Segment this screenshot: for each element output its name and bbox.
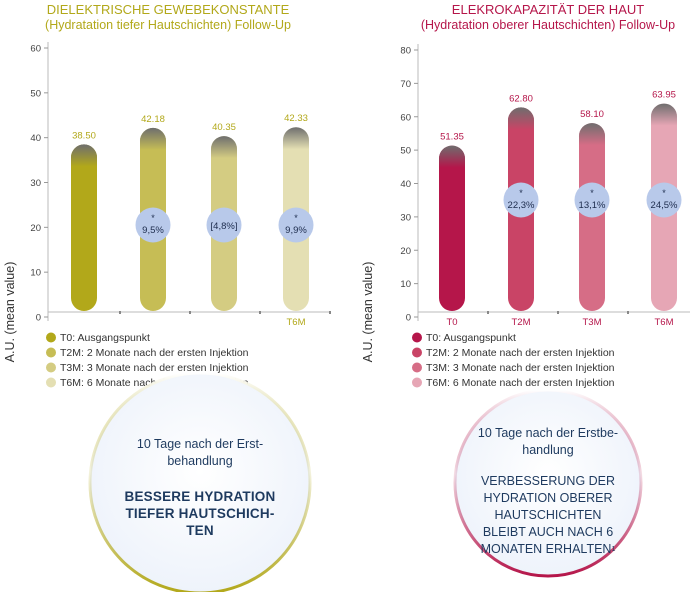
right-y-tick-label: 50: [400, 146, 411, 157]
right-circle-headline: VERBESSERUNG DER HYDRATION OBERER HAUTSCHI…: [480, 474, 616, 556]
right-y-tick-label: 0: [406, 313, 411, 324]
right-badge-text-1: 22,3%: [508, 200, 535, 211]
left-y-tick-label: 10: [30, 268, 41, 279]
right-legend-item-2: T3M: 3 Monate nach der ersten Injektion: [426, 362, 615, 374]
left-summary-circle: [88, 371, 312, 592]
right-legend-marker-1: [412, 347, 422, 358]
right-y-tick-label: 60: [400, 112, 411, 123]
right-bar-cap-0: [439, 145, 465, 168]
right-legend-marker-0: [412, 332, 422, 343]
left-chart-subtitle: (Hydratation tiefer Hautschichten) Follo…: [45, 18, 291, 32]
right-bar-cap-2: [579, 123, 605, 146]
right-bar-0: [439, 145, 465, 311]
right-badge-star-2: *: [590, 188, 594, 198]
left-chart-title: DIELEKTRISCHE GEWEBEKONSTANTE: [47, 2, 290, 17]
left-y-tick-label: 60: [30, 44, 41, 55]
left-category-label-3: T6M: [287, 317, 306, 328]
left-bar-cap-2: [211, 136, 237, 159]
left-badge-3: [278, 207, 314, 243]
right-legend-item-0: T0: Ausgangspunkt: [426, 332, 516, 344]
left-legend-marker-2: [46, 362, 56, 373]
right-legend-item-3: T6M: 6 Monate nach der ersten Injektion: [426, 377, 615, 389]
right-circle-subtext: 10 Tage nach der Erstbe-handlung: [477, 426, 619, 457]
right-legend-marker-3: [412, 377, 422, 388]
left-badge-1: [135, 207, 171, 243]
right-summary-circle: [453, 388, 643, 578]
left-circle-subtext: 10 Tage nach der Erst-behandlung: [136, 437, 264, 468]
summary-circles: [88, 371, 643, 592]
right-y-tick-label: 40: [400, 179, 411, 190]
left-legend-item-1: T2M: 2 Monate nach der ersten Injektion: [60, 347, 249, 359]
right-badge-text-2: 13,1%: [579, 200, 606, 211]
right-badge-3: [646, 182, 682, 218]
right-value-label-2: 58.10: [580, 109, 604, 120]
right-category-label-3: T6M: [655, 317, 674, 328]
left-y-tick-label: 50: [30, 88, 41, 99]
left-badge-2: [206, 207, 242, 243]
left-badge-text-1: 9,5%: [142, 225, 164, 236]
right-y-tick-label: 30: [400, 212, 411, 223]
right-y-tick-label: 20: [400, 246, 411, 257]
left-y-tick-label: 0: [36, 313, 41, 324]
left-badge-text-3: 9,9%: [285, 225, 307, 236]
left-value-label-3: 42.33: [284, 113, 308, 124]
left-legend-item-0: T0: Ausgangspunkt: [60, 332, 150, 344]
left-chart: DIELEKTRISCHE GEWEBEKONSTANTE(Hydratatio…: [3, 2, 331, 389]
right-category-label-0: T0: [446, 317, 457, 328]
right-y-tick-label: 70: [400, 79, 411, 90]
right-badge-2: [574, 182, 610, 218]
right-chart: ELEKROKAPAZITÄT DER HAUT(Hydratation obe…: [361, 2, 690, 389]
left-bar-cap-3: [283, 127, 309, 150]
left-value-label-1: 42.18: [141, 114, 165, 125]
right-category-label-2: T3M: [583, 317, 602, 328]
right-chart-title: ELEKROKAPAZITÄT DER HAUT: [452, 2, 644, 17]
left-legend-marker-3: [46, 377, 56, 388]
right-circle-content: 10 Tage nach der Erstbe-handlung VERBESS…: [453, 425, 643, 558]
right-category-label-1: T2M: [512, 317, 531, 328]
right-chart-subtitle: (Hydratation oberer Hautschichten) Follo…: [421, 18, 675, 32]
right-badge-star-3: *: [662, 188, 666, 198]
right-badge-text-3: 24,5%: [651, 200, 678, 211]
left-badge-star-1: *: [151, 213, 155, 223]
left-value-label-0: 38.50: [72, 130, 96, 141]
right-y-tick-label: 10: [400, 279, 411, 290]
left-badge-text-2: [4,8%]: [211, 221, 238, 232]
left-bar-cap-0: [71, 144, 97, 167]
right-value-label-0: 51.35: [440, 132, 464, 143]
right-legend-marker-2: [412, 362, 422, 373]
left-value-label-2: 40.35: [212, 122, 236, 133]
left-legend-item-2: T3M: 3 Monate nach der ersten Injektion: [60, 362, 249, 374]
left-legend-marker-1: [46, 347, 56, 358]
left-circle-headline: BESSERE HYDRATION TIEFER HAUTSCHICH- TEN: [124, 489, 276, 538]
left-bar-0: [71, 144, 97, 311]
left-badge-star-3: *: [294, 213, 298, 223]
left-circle-content: 10 Tage nach der Erst-behandlung BESSERE…: [95, 436, 305, 539]
right-value-label-1: 62.80: [509, 93, 533, 104]
right-value-label-3: 63.95: [652, 90, 676, 101]
right-bar-cap-1: [508, 107, 534, 130]
right-badge-1: [503, 182, 539, 218]
left-y-tick-label: 40: [30, 133, 41, 144]
right-y-axis-label: A.U. (mean value): [361, 262, 375, 363]
right-y-tick-label: 80: [400, 46, 411, 57]
left-y-axis-label: A.U. (mean value): [3, 262, 17, 363]
left-y-tick-label: 20: [30, 223, 41, 234]
left-legend-marker-0: [46, 332, 56, 343]
left-y-tick-label: 30: [30, 178, 41, 189]
right-bar-cap-3: [651, 103, 677, 126]
left-bar-cap-1: [140, 127, 166, 150]
right-badge-star-1: *: [519, 188, 523, 198]
right-legend-item-1: T2M: 2 Monate nach der ersten Injektion: [426, 347, 615, 359]
